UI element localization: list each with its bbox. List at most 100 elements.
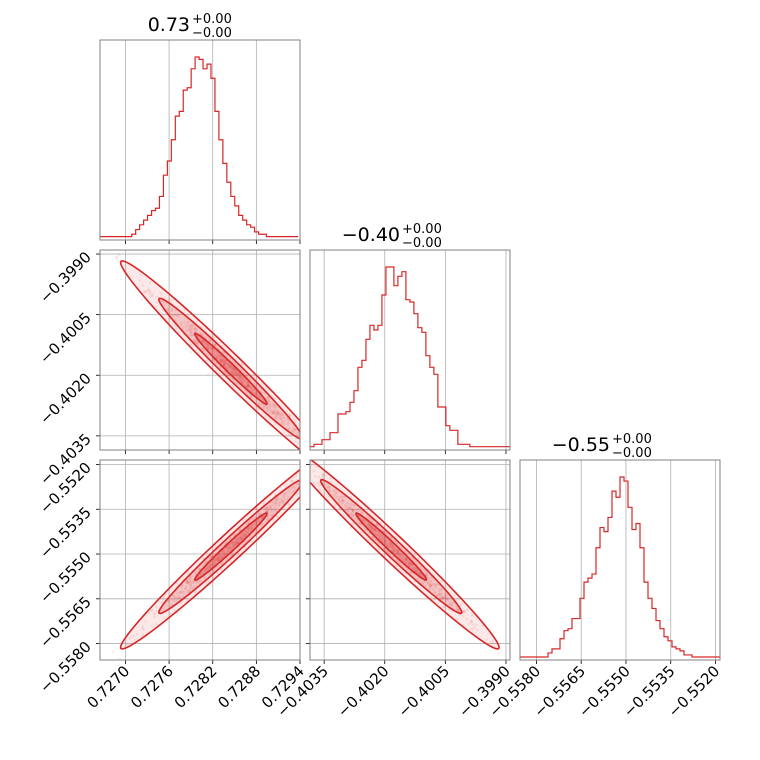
sample-point [350,513,354,517]
sample-point [222,350,226,354]
contour-line [157,297,300,440]
sample-point [462,610,466,614]
sample-point [172,608,176,612]
sample-point [267,397,270,401]
sample-point [247,527,250,531]
sample-point [334,495,337,499]
sample-point [236,535,240,539]
sample-point [284,482,288,485]
sample-point [229,369,233,372]
sample-point [204,341,208,345]
sample-point [228,357,232,361]
sample-point [258,395,262,398]
sample-point [227,363,230,367]
sample-point [263,508,267,511]
sample-point [253,392,257,396]
sample-point [265,506,269,510]
sample-point [177,594,180,598]
sample-point [469,619,473,623]
sample-point [231,543,235,547]
sample-point [167,297,171,301]
sample-point [174,308,178,312]
sample-point [225,362,229,366]
sample-point [205,567,209,571]
sample-point [260,522,264,526]
sample-point [196,343,200,346]
sample-point [370,528,374,531]
sample-point [249,526,253,530]
sample-point [286,427,290,431]
sample-point [460,602,464,605]
sample-point [245,530,249,533]
sample-point [433,583,437,586]
sample-point [241,381,244,385]
sample-point [383,537,387,540]
sample-point [371,526,375,530]
sample-point [257,386,261,390]
sample-point [240,362,244,366]
sample-point [424,573,428,577]
sample-point [351,510,355,513]
sample-point [289,480,293,483]
sample-point [154,305,158,309]
sample-point [215,558,219,561]
sample-point [195,319,199,323]
sample-point [218,359,222,363]
sample-point [293,419,297,423]
sample-point [231,372,235,376]
sample-point [219,357,223,361]
sample-point [403,549,407,553]
sample-point [266,404,270,408]
sample-point [206,346,210,350]
sample-point [383,539,387,543]
sample-point [178,590,182,594]
sample-point [361,518,365,521]
sample-point [396,552,400,556]
sample-point [189,587,192,591]
sample-point [378,526,382,530]
sample-point [341,502,345,505]
sample-point [473,626,476,630]
sample-point [272,507,276,511]
sample-point [273,416,277,419]
title-upper-error: +0.00 [402,222,442,237]
sample-point [370,528,374,532]
sample-point [213,342,217,346]
sample-point [239,536,243,539]
sample-point [324,454,327,457]
sample-point [187,324,190,328]
sample-point [193,330,197,334]
density-layer [111,468,300,660]
sample-point [327,485,331,489]
sample-point [262,501,266,505]
sample-point [142,290,146,293]
sample-point [196,579,200,583]
sample-point [412,567,416,571]
sample-point [174,324,177,328]
sample-point [206,344,210,348]
sample-point [229,560,232,564]
sample-point [396,549,400,553]
sample-point [224,359,228,362]
title-lower-error: −0.00 [192,26,232,41]
sample-point [186,580,190,584]
sample-point [141,624,145,628]
sample-point [432,587,435,591]
sample-point [275,498,279,502]
sample-point [170,309,174,312]
sample-point [413,560,417,564]
sample-point [379,534,383,538]
sample-point [276,415,280,418]
sample-point [386,544,390,548]
sample-point [177,596,181,600]
sample-point [313,451,316,454]
sample-point [225,361,228,365]
sample-point [398,552,402,556]
sample-point [291,429,295,433]
sample-point [272,406,276,409]
sample-point [226,373,230,376]
sample-point [368,517,372,520]
sample-point [280,497,284,501]
sample-point [313,452,316,455]
sample-point [429,576,432,580]
